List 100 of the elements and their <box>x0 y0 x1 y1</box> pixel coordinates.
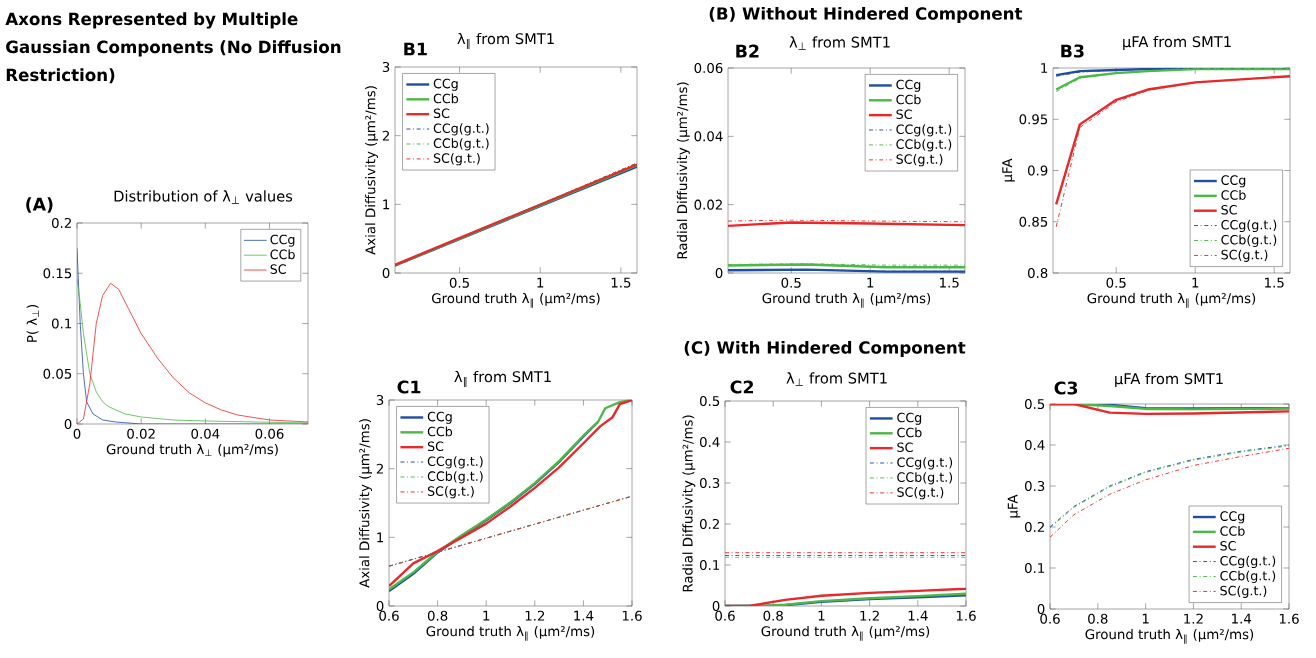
legend-label: SC <box>433 108 450 119</box>
y-tick-label: 1 <box>1041 63 1048 73</box>
y-tick-label: 0.04 <box>694 131 723 142</box>
y-tick-label: 0.3 <box>699 477 720 489</box>
x-tick-label: 1.5 <box>940 277 959 288</box>
y-tick-label: 0.06 <box>694 62 723 74</box>
x-tick-label: 1.2 <box>525 610 545 621</box>
x-tick-label: 0.5 <box>449 277 469 288</box>
x-axis-title: Ground truth λ$_{∥}$ (μm²/ms) <box>426 625 595 641</box>
legend-label: CCg(g.t.) <box>1220 555 1276 568</box>
legend-label: SC <box>270 264 286 274</box>
x-tick-label: 1.4 <box>1232 613 1252 624</box>
x-tick-label: 0 <box>73 428 81 439</box>
legend-label: CCg(g.t.) <box>896 124 952 137</box>
x-axis-title: Ground truth λ$_{∥}$ (μm²/ms) <box>432 292 600 308</box>
y-axis-title: Axial Diffusivity (μm²/ms) <box>359 419 372 588</box>
text: (A) <box>26 197 53 213</box>
text: C2 <box>730 380 753 394</box>
legend-label: CCg <box>1221 175 1246 188</box>
legend-label: CCb <box>1220 526 1245 536</box>
y-tick-label: 0.1 <box>1024 562 1045 574</box>
legend-label: CCb(g.t.) <box>427 471 483 484</box>
y-tick-label: 0.05 <box>43 368 72 379</box>
x-tick-label: 0.06 <box>255 428 284 439</box>
legend-label: SC(g.t.) <box>1221 249 1268 262</box>
y-tick-label: 1 <box>383 199 390 210</box>
x-axis-title: Ground truth λ$_{∥}$ (μm²/ms) <box>762 292 931 308</box>
x-tick-label: 0.8 <box>763 610 783 621</box>
legend-label: CCg <box>897 412 922 425</box>
y-tick-label: 0.5 <box>699 395 720 407</box>
x-tick-label: 1 <box>818 610 825 621</box>
legend-label: CCb <box>427 426 453 437</box>
legend-label: SC(g.t.) <box>1220 585 1267 598</box>
legend-label: SC(g.t.) <box>896 154 943 167</box>
legend-label: CCb(g.t.) <box>1220 570 1276 583</box>
y-tick-label: 0.95 <box>1019 114 1048 125</box>
y-tick-label: 3 <box>382 61 390 73</box>
x-tick-label: 1.6 <box>622 610 642 621</box>
x-axis-title: Ground truth λ$_{∥}$ (μm²/ms) <box>761 625 930 641</box>
y-tick-label: 3 <box>376 394 384 406</box>
legend-label: SC(g.t.) <box>897 487 944 500</box>
x-tick-label: 0.6 <box>715 610 735 621</box>
x-tick-label: 0.8 <box>1088 613 1108 624</box>
x-tick-label: 0.04 <box>191 428 220 439</box>
legend-label: SC(g.t.) <box>433 153 480 166</box>
chart-title: λ$_{⊥}$ from SMT1 <box>789 36 890 50</box>
y-tick-label: 0.4 <box>1024 439 1045 451</box>
legend-label: CCg <box>427 411 452 424</box>
legend-label: CCg(g.t.) <box>1221 219 1277 232</box>
legend-label: SC <box>1220 541 1236 551</box>
text: (C) With Hindered Component <box>684 340 966 358</box>
x-tick-label: 0.5 <box>781 277 801 288</box>
y-tick-label: 0.2 <box>1024 521 1044 533</box>
y-tick-label: 2 <box>382 130 389 141</box>
y-tick-label: 0.9 <box>1027 165 1048 176</box>
y-tick-label: 0.02 <box>694 199 722 210</box>
legend-label: CCb(g.t.) <box>1221 234 1277 247</box>
text: B1 <box>404 42 427 56</box>
y-tick-label: 0.3 <box>1024 480 1045 492</box>
x-tick-label: 0.5 <box>1106 277 1126 288</box>
legend-label: CCg <box>270 234 295 247</box>
x-tick-label: 0.02 <box>127 428 155 439</box>
y-axis-title: Radial Diffusivity (μm²/ms) <box>676 82 690 259</box>
legend-label: CCg(g.t.) <box>433 123 489 136</box>
x-tick-label: 1.5 <box>611 277 631 288</box>
x-tick-label: 1.2 <box>860 610 879 621</box>
y-axis-title: P( λ$_{⊥}$) <box>26 304 39 342</box>
y-tick-label: 0 <box>712 600 720 612</box>
legend-label: CCb(g.t.) <box>433 138 489 151</box>
y-tick-label: 1 <box>377 532 384 543</box>
y-tick-label: 0 <box>64 418 72 430</box>
text: B2 <box>736 44 759 58</box>
x-axis-title: Ground truth λ$_{∥}$ (μm²/ms) <box>1085 628 1254 644</box>
text: (B) Without Hindered Component <box>709 6 1023 24</box>
y-axis-title: Radial Diffusivity (μm²/ms) <box>682 415 696 592</box>
y-axis-title: μFA <box>1002 158 1015 182</box>
x-tick-label: 1 <box>537 277 544 288</box>
chart-title: μFA from SMT1 <box>1115 372 1223 388</box>
y-tick-label: 0.1 <box>51 318 72 329</box>
legend-label: CCg <box>433 78 458 91</box>
x-tick-label: 1.4 <box>574 610 594 621</box>
legend-label: CCb <box>897 427 922 438</box>
x-tick-label: 1 <box>1142 613 1149 624</box>
y-tick-label: 0.5 <box>1024 398 1045 410</box>
x-tick-label: 1.6 <box>1279 613 1299 624</box>
text: C3 <box>1054 381 1078 395</box>
legend-label: CCb <box>896 94 921 105</box>
x-tick-label: 1.4 <box>908 610 928 621</box>
chart-title: Distribution of λ$_{⊥}$ values <box>114 190 293 204</box>
y-axis-title: μFA <box>1007 494 1021 518</box>
text: C1 <box>397 380 421 394</box>
legend-label: CCb <box>433 93 459 104</box>
y-tick-label: 0.2 <box>51 217 71 229</box>
x-tick-label: 1 <box>483 610 490 621</box>
x-axis-title: Ground truth λ$_{⊥}$ (μm²/ms) <box>106 443 278 457</box>
y-tick-label: 0.4 <box>699 436 720 448</box>
legend-label: CCg <box>896 79 921 92</box>
legend-label: SC(g.t.) <box>427 486 474 499</box>
legend-label: CCb <box>1221 190 1246 200</box>
x-axis-title: Ground truth λ$_{∥}$ (μm²/ms) <box>1087 292 1256 308</box>
